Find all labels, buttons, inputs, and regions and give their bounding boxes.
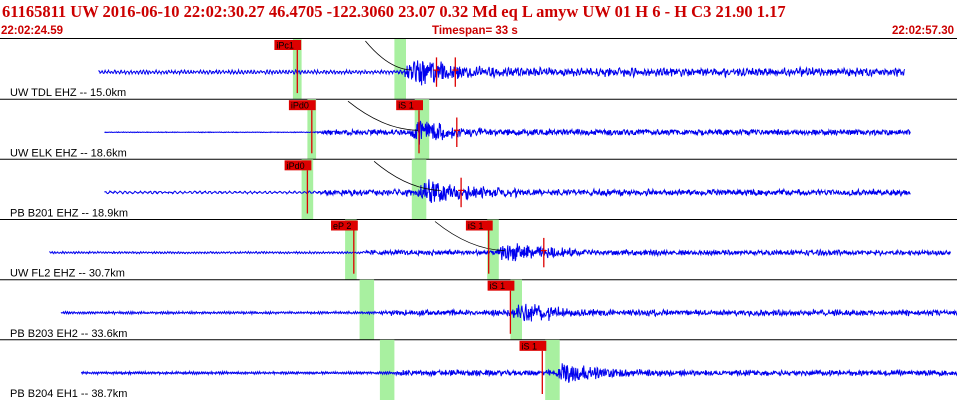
pick-window (411, 159, 427, 220)
s-pick-label: iS 1 (398, 101, 414, 111)
pick-window (394, 39, 406, 100)
s-pick-flag[interactable] (396, 100, 423, 111)
s-pick-label: iS 1 (490, 281, 506, 291)
waveform (80, 363, 957, 383)
s-pick-label: iS 1 (522, 341, 538, 351)
start-time-label: 22:02:24.59 (1, 25, 64, 37)
p-pick-flag[interactable] (284, 160, 312, 171)
channel-label: UW TDL EHZ -- 15.0km (10, 87, 126, 99)
waveform (49, 243, 951, 262)
p-pick-flag[interactable] (274, 40, 302, 50)
predicted-arrival-curve (434, 221, 505, 251)
predicted-arrival-curve (365, 40, 412, 71)
channel-label: UW FL2 EHZ -- 30.7km (10, 268, 125, 280)
predicted-arrival-curve (373, 160, 441, 191)
p-pick-label: eP 2 (333, 221, 351, 231)
p-pick-label: iPd0 (291, 101, 309, 111)
p-pick-flag[interactable] (331, 220, 358, 231)
waveform (98, 60, 906, 86)
channel-label: PB B204 EH1 -- 38.7km (10, 388, 127, 400)
channel-label: UW ELK EHZ -- 18.6km (10, 147, 127, 159)
event-summary-text: 61165811 UW 2016-06-10 22:02:30.27 46.47… (2, 2, 786, 21)
pick-window (359, 279, 375, 340)
event-header: 61165811 UW 2016-06-10 22:02:30.27 46.47… (0, 0, 957, 22)
header-divider (0, 38, 957, 39)
waveform (104, 120, 911, 145)
s-pick-flag[interactable] (465, 220, 493, 231)
s-pick-flag[interactable] (519, 340, 547, 351)
pick-window (379, 339, 395, 400)
end-time-label: 22:02:57.30 (891, 25, 954, 37)
p-pick-label: iPd0 (287, 161, 305, 171)
channel-label: PB B201 EHZ -- 18.9km (10, 208, 128, 220)
waveform (104, 179, 911, 203)
waveform (60, 303, 957, 322)
s-pick-label: iS 1 (468, 221, 484, 231)
p-pick-flag[interactable] (288, 100, 316, 111)
predicted-arrival-curve (347, 100, 418, 131)
seismogram-panel[interactable]: iPc1 UW TDL EHZ -- 15.0km iPd0 iS 1 UW ELK E… (0, 39, 957, 400)
channel-label: PB B203 EH2 -- 33.6km (10, 328, 127, 340)
time-bar: 22:02:24.59 Timespan= 33 s 22:02:57.30 (0, 24, 957, 38)
pick-window (345, 219, 357, 280)
pick-window (510, 279, 522, 340)
pick-window (545, 339, 560, 400)
s-pick-flag[interactable] (487, 280, 515, 291)
timespan-label: Timespan= 33 s (432, 25, 518, 37)
p-pick-label: iPc1 (276, 41, 294, 51)
